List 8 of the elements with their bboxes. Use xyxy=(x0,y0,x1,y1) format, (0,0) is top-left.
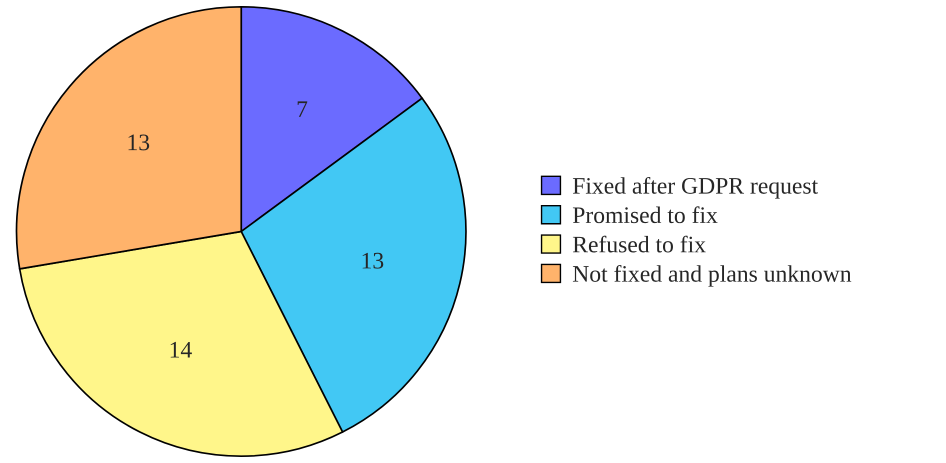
legend-label: Not fixed and plans unknown xyxy=(572,265,852,287)
legend-label: Refused to fix xyxy=(572,236,706,253)
data-label: 7 xyxy=(298,101,308,117)
data-label: 13 xyxy=(128,134,150,150)
legend-label: Fixed after GDPR request xyxy=(572,176,818,199)
data-label: 13 xyxy=(362,252,384,269)
data-label: 14 xyxy=(170,342,192,358)
legend-label: Promised to fix xyxy=(572,206,718,224)
